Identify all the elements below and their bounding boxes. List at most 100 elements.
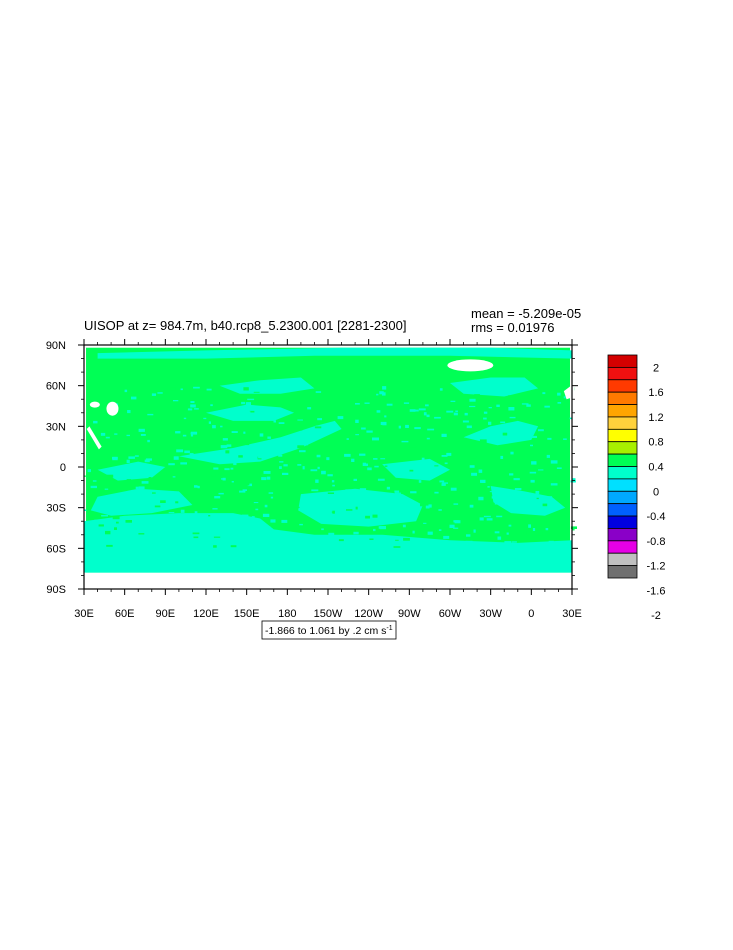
field-speckle <box>359 488 367 491</box>
field-speckle <box>488 421 492 425</box>
field-speckle <box>253 433 256 437</box>
field-speckle <box>116 521 119 524</box>
field-speckle <box>517 517 523 520</box>
field-speckle <box>483 417 487 420</box>
field-speckle <box>151 469 156 473</box>
field-speckle <box>538 429 544 432</box>
field-speckle <box>224 468 230 471</box>
field-speckle <box>479 439 487 443</box>
field-speckle <box>521 385 525 388</box>
field-speckle <box>398 516 401 520</box>
field-speckle <box>332 510 335 514</box>
field-speckle <box>87 546 92 548</box>
field-speckle <box>134 525 140 528</box>
field-speckle <box>450 487 457 491</box>
field-speckle <box>396 428 402 430</box>
field-speckle <box>381 539 389 542</box>
field-speckle <box>522 387 525 390</box>
field-speckle <box>563 438 567 440</box>
field-speckle <box>239 490 246 493</box>
field-speckle <box>488 407 492 409</box>
colorbar-swatch <box>607 503 638 517</box>
field-speckle <box>110 507 114 509</box>
rms-stat: rms = 0.01976 <box>471 320 554 335</box>
field-speckle <box>137 472 145 475</box>
field-negative-region <box>450 377 539 397</box>
field-speckle <box>192 447 200 450</box>
field-speckle <box>194 408 199 410</box>
field-speckle <box>113 533 120 536</box>
field-speckle <box>364 402 370 404</box>
field-speckle <box>163 435 168 439</box>
field-speckle <box>358 536 361 539</box>
field-speckle <box>366 461 369 464</box>
field-speckle <box>353 531 359 535</box>
field-speckle <box>212 508 218 510</box>
field-speckle <box>192 532 200 535</box>
field-speckle <box>542 392 546 395</box>
field-speckle <box>180 462 187 465</box>
field-speckle <box>443 535 450 539</box>
field-speckle <box>275 440 282 444</box>
field-speckle <box>423 522 427 524</box>
field-speckle <box>252 416 258 419</box>
field-speckle <box>220 425 223 428</box>
field-speckle <box>213 467 219 470</box>
field-speckle <box>385 499 392 503</box>
field-speckle <box>131 396 137 400</box>
field-speckle <box>261 388 268 392</box>
field-speckle <box>99 546 105 550</box>
x-tick-label: 120W <box>354 608 383 620</box>
field-speckle <box>317 466 320 470</box>
field-speckle <box>218 492 224 495</box>
field-speckle <box>301 516 307 520</box>
field-speckle <box>380 421 387 426</box>
field-speckle <box>487 486 490 488</box>
field-speckle <box>270 519 276 523</box>
field-speckle <box>395 479 398 483</box>
field-speckle <box>496 437 501 439</box>
field-speckle <box>105 436 110 439</box>
field-speckle <box>466 425 472 429</box>
field-speckle <box>252 388 258 391</box>
field-speckle <box>255 503 261 505</box>
field-speckle <box>409 469 414 472</box>
field-speckle <box>104 488 109 490</box>
field-speckle <box>100 432 106 436</box>
field-speckle <box>135 486 139 490</box>
field-speckle <box>355 403 360 405</box>
y-tick-label: 30S <box>46 503 66 515</box>
field-speckle <box>355 434 359 436</box>
field-speckle <box>469 465 475 468</box>
field-speckle <box>559 542 562 545</box>
field-speckle <box>548 540 554 544</box>
field-speckle <box>190 404 196 408</box>
field-speckle <box>90 485 97 489</box>
field-speckle <box>154 505 161 508</box>
field-speckle <box>428 504 432 508</box>
field-speckle <box>327 492 334 494</box>
field-speckle <box>245 441 250 444</box>
field-speckle <box>326 457 330 461</box>
field-speckle <box>348 439 353 443</box>
field-speckle <box>394 490 400 493</box>
field-negative-region <box>490 486 566 516</box>
field-speckle <box>315 479 319 483</box>
field-speckle <box>125 520 132 523</box>
field-speckle <box>226 527 230 530</box>
field-speckle <box>509 416 516 419</box>
field-speckle <box>483 515 491 518</box>
y-tick-label: 0 <box>60 462 66 474</box>
field-speckle <box>530 479 535 483</box>
field-speckle <box>243 431 246 434</box>
field-speckle <box>353 478 357 481</box>
field-speckle <box>528 524 531 528</box>
range-label-text: -1.866 to 1.061 by .2 cm s <box>265 625 386 637</box>
field-speckle <box>409 446 417 448</box>
field-speckle <box>449 524 455 528</box>
field-speckle <box>152 492 156 494</box>
field-speckle <box>213 513 218 517</box>
field-speckle <box>425 505 430 509</box>
colorbar: 2 1.6 1.2 0.8 0.4 0 -0.4 -0.8 -1.2 -1.6 -2 <box>607 354 665 622</box>
field-speckle <box>496 389 503 392</box>
